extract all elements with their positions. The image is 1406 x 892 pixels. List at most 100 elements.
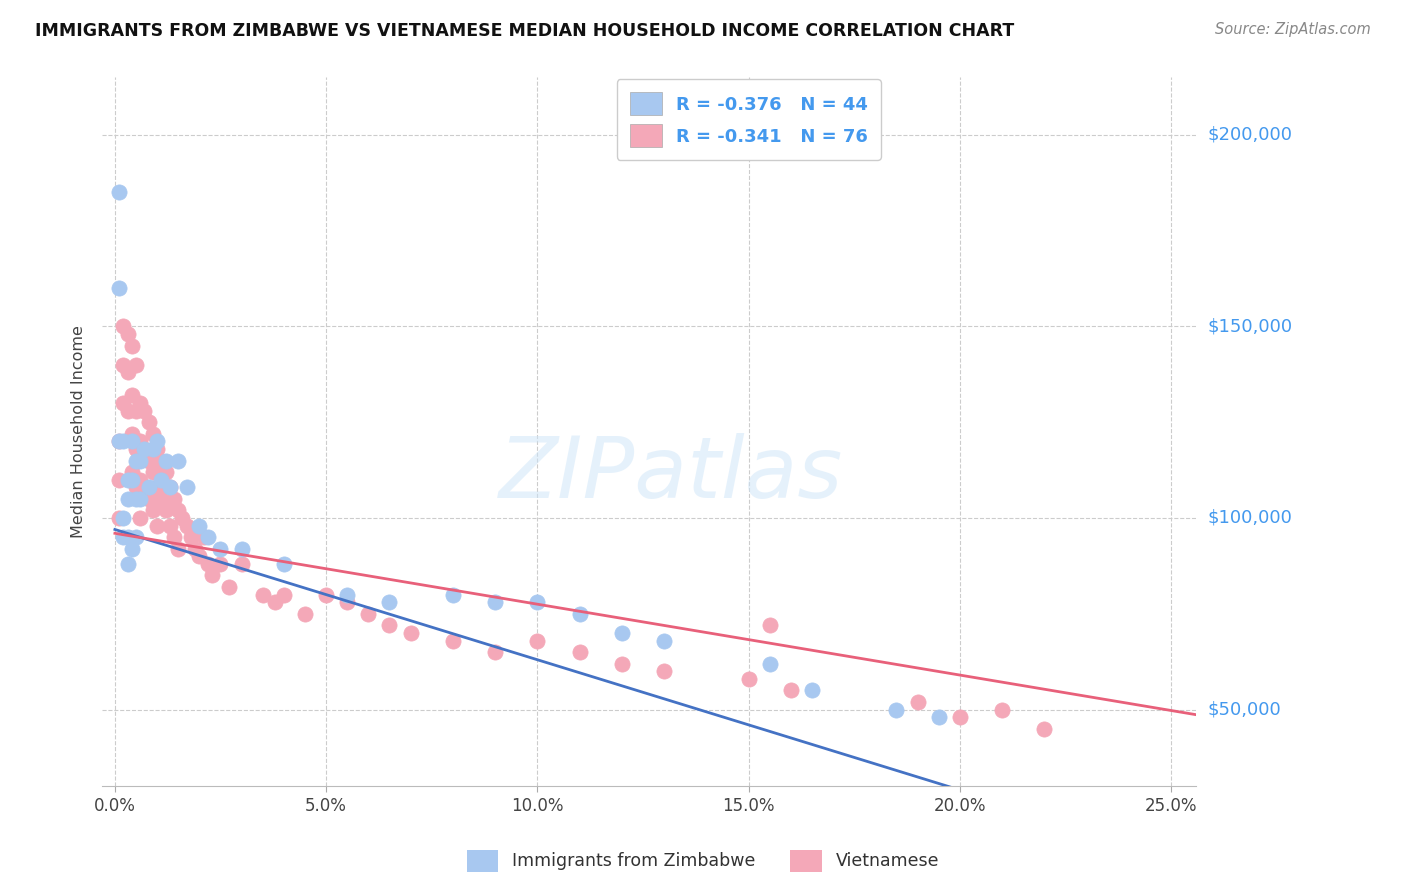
Point — [142, 503, 165, 517]
Point — [184, 541, 207, 556]
Point — [112, 434, 135, 449]
Point — [758, 657, 780, 671]
Point — [146, 442, 169, 456]
Point — [163, 491, 186, 506]
Point — [800, 683, 823, 698]
Point — [336, 595, 359, 609]
Point — [568, 607, 591, 621]
Point — [117, 403, 139, 417]
Point — [125, 358, 148, 372]
Point — [121, 426, 143, 441]
Point — [155, 453, 177, 467]
Point — [758, 618, 780, 632]
Text: ZIPatlas: ZIPatlas — [499, 433, 844, 516]
Point — [378, 618, 401, 632]
Point — [125, 491, 148, 506]
Point — [112, 319, 135, 334]
Point — [357, 607, 380, 621]
Point — [129, 491, 152, 506]
Point — [167, 503, 190, 517]
Point — [134, 403, 156, 417]
Point — [209, 541, 232, 556]
Point — [652, 664, 675, 678]
Point — [146, 518, 169, 533]
Point — [610, 657, 633, 671]
Point — [117, 530, 139, 544]
Text: $150,000: $150,000 — [1208, 318, 1292, 335]
Point — [441, 588, 464, 602]
Point — [112, 530, 135, 544]
Point — [252, 588, 274, 602]
Point — [737, 672, 759, 686]
Point — [1033, 722, 1056, 736]
Point — [193, 530, 215, 544]
Point — [146, 434, 169, 449]
Point — [273, 588, 295, 602]
Point — [112, 396, 135, 410]
Point — [138, 480, 160, 494]
Point — [399, 626, 422, 640]
Point — [159, 518, 181, 533]
Point — [315, 588, 337, 602]
Point — [117, 557, 139, 571]
Point — [907, 695, 929, 709]
Point — [378, 595, 401, 609]
Point — [159, 480, 181, 494]
Point — [112, 511, 135, 525]
Point — [121, 434, 143, 449]
Point — [264, 595, 287, 609]
Point — [231, 557, 253, 571]
Point — [526, 633, 548, 648]
Point — [180, 530, 202, 544]
Point — [108, 473, 131, 487]
Point — [142, 426, 165, 441]
Text: $200,000: $200,000 — [1208, 126, 1292, 144]
Point — [949, 710, 972, 724]
Point — [231, 541, 253, 556]
Point — [441, 633, 464, 648]
Point — [484, 595, 506, 609]
Text: $100,000: $100,000 — [1208, 509, 1292, 527]
Point — [134, 442, 156, 456]
Point — [150, 473, 173, 487]
Point — [197, 557, 219, 571]
Point — [172, 511, 194, 525]
Point — [112, 358, 135, 372]
Point — [484, 645, 506, 659]
Point — [108, 511, 131, 525]
Point — [121, 388, 143, 402]
Point — [117, 327, 139, 342]
Point — [155, 503, 177, 517]
Point — [142, 465, 165, 479]
Point — [121, 541, 143, 556]
Point — [294, 607, 316, 621]
Point — [129, 473, 152, 487]
Text: $50,000: $50,000 — [1208, 700, 1281, 719]
Point — [117, 473, 139, 487]
Point — [146, 480, 169, 494]
Point — [117, 366, 139, 380]
Point — [991, 702, 1014, 716]
Point — [117, 491, 139, 506]
Point — [108, 186, 131, 200]
Point — [125, 442, 148, 456]
Point — [129, 434, 152, 449]
Point — [928, 710, 950, 724]
Point — [209, 557, 232, 571]
Legend: R = -0.376   N = 44, R = -0.341   N = 76: R = -0.376 N = 44, R = -0.341 N = 76 — [617, 79, 882, 160]
Point — [150, 491, 173, 506]
Point — [159, 480, 181, 494]
Y-axis label: Median Household Income: Median Household Income — [72, 326, 86, 538]
Point — [125, 453, 148, 467]
Point — [568, 645, 591, 659]
Point — [218, 580, 240, 594]
Point — [125, 403, 148, 417]
Point — [163, 530, 186, 544]
Legend: Immigrants from Zimbabwe, Vietnamese: Immigrants from Zimbabwe, Vietnamese — [460, 843, 946, 879]
Point — [167, 541, 190, 556]
Text: Source: ZipAtlas.com: Source: ZipAtlas.com — [1215, 22, 1371, 37]
Point — [188, 549, 211, 564]
Point — [134, 442, 156, 456]
Point — [138, 453, 160, 467]
Point — [779, 683, 801, 698]
